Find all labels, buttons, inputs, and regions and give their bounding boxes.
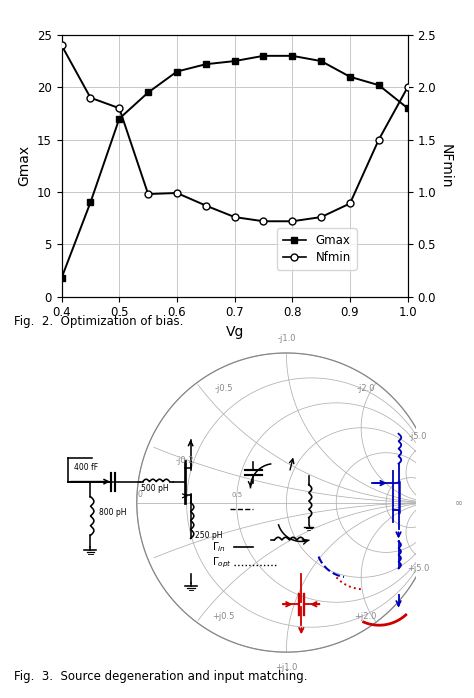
Text: 0.5: 0.5 [231, 491, 243, 498]
Text: -j0.5: -j0.5 [214, 385, 233, 394]
Text: 500 pH: 500 pH [141, 484, 169, 493]
Text: 800 pH: 800 pH [100, 507, 127, 517]
Text: 0: 0 [137, 489, 142, 498]
Text: $\Gamma_{in}$: $\Gamma_{in}$ [211, 540, 226, 554]
Text: +j2.0: +j2.0 [355, 611, 377, 621]
Text: -j2.0: -j2.0 [356, 385, 375, 394]
Text: +j5.0: +j5.0 [407, 564, 429, 573]
Text: +j0.5: +j0.5 [212, 611, 235, 621]
Text: 400 fF: 400 fF [74, 463, 98, 472]
Text: -j5.0: -j5.0 [409, 432, 427, 441]
Y-axis label: NFmin: NFmin [438, 144, 453, 188]
Text: Fig.  3.  Source degeneration and input matching.: Fig. 3. Source degeneration and input ma… [14, 669, 308, 683]
Y-axis label: Gmax: Gmax [18, 145, 31, 186]
Legend: Gmax, Nfmin: Gmax, Nfmin [277, 228, 357, 270]
Text: $\infty$: $\infty$ [454, 498, 463, 507]
Text: -j1.0: -j1.0 [277, 334, 296, 343]
X-axis label: Vg: Vg [226, 325, 244, 339]
Text: 250 pH: 250 pH [195, 531, 223, 540]
Text: Fig.  2.  Optimization of bias.: Fig. 2. Optimization of bias. [14, 315, 183, 329]
Text: $\Gamma_{opt}$: $\Gamma_{opt}$ [211, 555, 232, 570]
Text: -j0.2: -j0.2 [175, 456, 194, 465]
Text: +j1.0: +j1.0 [275, 662, 298, 671]
